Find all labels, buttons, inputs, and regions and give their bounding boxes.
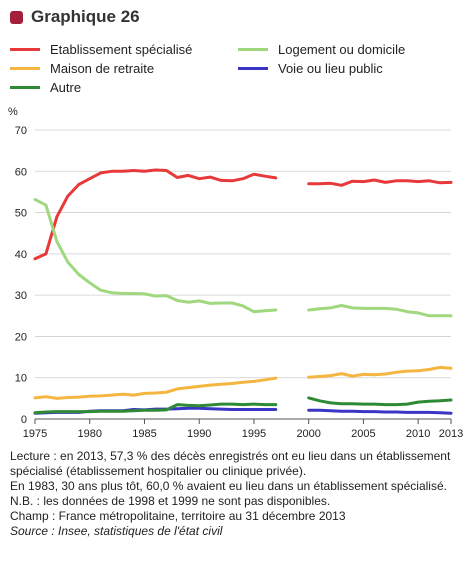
- chart-title: Graphique 26: [31, 7, 140, 26]
- y-tick-label-10: 10: [15, 373, 27, 385]
- series-line-1-segment-1: [307, 304, 453, 318]
- legend-item-2: Maison de retraite: [10, 61, 154, 76]
- x-tick-label-2010: 2010: [406, 428, 430, 440]
- note-source: Source : Insee, statistiques de l'état c…: [10, 524, 223, 538]
- chart-notes: Lecture : en 2013, 57,3 % des décès enre…: [10, 449, 465, 539]
- legend-label: Logement ou domicile: [278, 42, 406, 57]
- series-line-0-segment-1: [307, 178, 453, 187]
- series-line-2-segment-0: [33, 376, 278, 400]
- legend-item-3: Voie ou lieu public: [238, 61, 383, 76]
- note-reading: Lecture : en 2013, 57,3 % des décès enre…: [10, 449, 451, 478]
- y-tick-label-60: 60: [15, 166, 27, 178]
- x-tick-label-1985: 1985: [132, 428, 156, 440]
- legend-item-0: Etablissement spécialisé: [10, 42, 192, 57]
- y-tick-label-40: 40: [15, 249, 27, 261]
- legend-swatch-icon: [238, 67, 268, 70]
- y-tick-label-20: 20: [15, 331, 27, 343]
- legend-item-1: Logement ou domicile: [238, 42, 405, 57]
- x-tick-label-2000: 2000: [296, 428, 320, 440]
- legend-swatch-icon: [238, 48, 268, 51]
- series-line-1-segment-0: [33, 197, 278, 314]
- y-tick-label-70: 70: [15, 125, 27, 137]
- y-tick-label-30: 30: [15, 290, 27, 302]
- legend-item-4: Autre: [10, 80, 81, 95]
- x-tick-label-1975: 1975: [23, 428, 47, 440]
- y-axis-label: %: [8, 106, 18, 118]
- note-1983: En 1983, 30 ans plus tôt, 60,0 % avaient…: [10, 479, 447, 493]
- note-nb: N.B. : les données de 1998 et 1999 ne so…: [10, 494, 331, 508]
- x-tick-label-2013: 2013: [439, 428, 463, 440]
- series-line-0-segment-0: [33, 168, 278, 261]
- series-line-2-segment-1: [307, 365, 453, 379]
- chart-header: Graphique 26: [10, 7, 140, 27]
- legend-swatch-icon: [10, 48, 40, 51]
- y-tick-label-0: 0: [21, 414, 27, 426]
- legend-label: Autre: [50, 80, 82, 95]
- legend-swatch-icon: [10, 67, 40, 70]
- line-chart: % 0 10 20 30 40 50 60 70 1975 1980 1985 1990 1995 2000…: [8, 106, 463, 440]
- legend-label: Etablissement spécialisé: [50, 42, 193, 57]
- note-scope: Champ : France métropolitaine, territoir…: [10, 509, 346, 523]
- x-tick-label-1990: 1990: [187, 428, 211, 440]
- x-tick-label-1995: 1995: [242, 428, 266, 440]
- legend-swatch-icon: [10, 86, 40, 89]
- legend-label: Maison de retraite: [50, 61, 155, 76]
- x-tick-label-1980: 1980: [77, 428, 101, 440]
- legend-label: Voie ou lieu public: [278, 61, 383, 76]
- x-tick-label-2005: 2005: [351, 428, 375, 440]
- series-line-3-segment-1: [307, 408, 453, 415]
- series-line-4-segment-1: [307, 396, 453, 407]
- y-tick-label-50: 50: [15, 208, 27, 220]
- series-line-4-segment-0: [33, 402, 278, 415]
- title-marker-icon: [10, 10, 23, 24]
